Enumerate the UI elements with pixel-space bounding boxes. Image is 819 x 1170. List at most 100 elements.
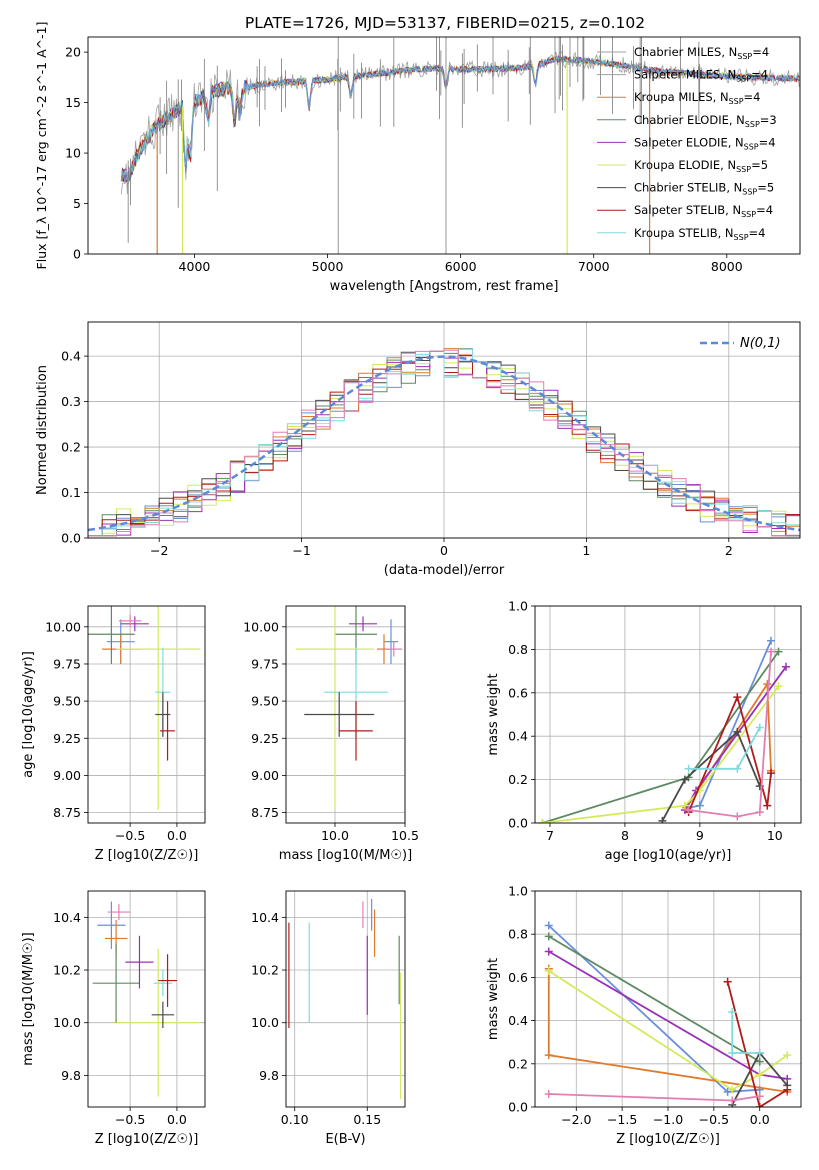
weight-marker [755,1070,764,1079]
y-tick-label: 0.6 [508,685,528,700]
weight-marker [755,723,764,732]
y-tick-label: 0.1 [61,485,81,500]
figure-title: PLATE=1726, MJD=53137, FIBERID=0215, z=0… [245,14,645,32]
y-tick-label: 0.0 [508,1100,528,1115]
weight-series-line [548,924,760,1093]
x-axis-label: mass [log10(M/M☉)] [279,848,412,863]
x-tick-label: −2.0 [561,1112,591,1127]
legend-subscript: SSP [741,210,756,219]
weight-marker [728,1007,737,1016]
y-tick-label: 9.25 [251,731,279,746]
y-axis-label: mass weight [486,958,501,1040]
legend-label: Kroupa ELODIE, NSSP=5 [634,158,768,174]
x-tick-label: 4000 [179,259,211,274]
y-tick-label: 20 [65,45,81,60]
legend-tail: =4 [756,203,773,217]
weight-marker [680,775,689,784]
x-tick-label: −1.5 [607,1112,637,1127]
x-tick-label: −1 [292,543,310,558]
weight-marker [755,1057,764,1066]
legend-subscript: SSP [736,75,751,84]
y-tick-label: 9.75 [251,656,279,671]
legend-tail: =4 [752,45,769,59]
legend-subscript: SSP [734,233,749,242]
weight-series-line [548,970,788,1091]
legend-label: Kroupa MILES, NSSP=4 [634,90,760,106]
axes-frame [285,890,406,1108]
x-axis-label: (data-model)/error [384,563,505,578]
x-tick-label: 10 [767,828,783,843]
weight-marker [684,805,693,814]
weight-marker [544,966,553,975]
legend-label: N(0,1) [740,336,781,351]
weight-marker [733,727,742,736]
age-vs-metallicity-panel: −0.5 0.0 8.75 9.00 9.25 9.50 9.75 10.00 Z [log10… [21,605,206,863]
x-tick-label: 0.0 [167,1112,187,1127]
x-tick-label: 8000 [711,259,743,274]
weight-marker [723,977,732,986]
axes-frame [534,890,802,1108]
normal-reference-curve [88,355,800,532]
y-axis-label: Flux [f_λ 10^-17 erg cm^-2 s^-1 A^-1] [34,22,49,270]
x-axis-label: Z [log10(Z/Z☉)] [616,1132,720,1147]
y-tick-label: 15 [65,95,81,110]
weight-marker [728,1096,737,1105]
legend-tail: =5 [757,181,774,195]
weight-marker [544,947,553,956]
plot-area [295,606,403,810]
y-tick-label: 0.0 [61,531,81,546]
spectrum-panel: 4000 5000 6000 7000 8000 0 5 10 15 20 wavelength [… [34,22,801,294]
weight-marker [774,647,783,656]
legend-label: Salpeter MILES, NSSP=4 [634,68,768,84]
x-tick-label: −0.5 [115,1112,145,1127]
plot-area [88,348,800,537]
y-tick-label: 1.0 [508,884,528,899]
axes-frame [87,605,206,824]
x-tick-label: 0 [440,543,448,558]
y-tick-label: 10.2 [251,963,279,978]
weight-marker [767,769,776,778]
y-tick-label: 9.75 [53,656,81,671]
y-tick-label: 9.50 [251,694,279,709]
y-tick-label: 9.8 [259,1068,279,1083]
weight-series-line [688,651,772,818]
plot-area [544,921,792,1107]
y-tick-label: 0.6 [508,970,528,985]
x-axis-label: Z [log10(Z/Z☉)] [95,848,199,863]
x-tick-label: −1.0 [653,1112,683,1127]
x-tick-label: 7000 [578,259,610,274]
weight-marker [755,1092,764,1101]
y-tick-label: 9.00 [251,768,279,783]
x-tick-label: 0.0 [750,1112,770,1127]
plot-area [538,636,791,823]
legend-label: Salpeter STELIB, NSSP=4 [634,203,773,219]
y-tick-label: 0.8 [508,642,528,657]
y-tick-label: 10.0 [53,1015,81,1030]
weight-marker [544,932,553,941]
x-tick-label: 10.0 [321,828,349,843]
legend-subscript: SSP [745,120,760,129]
y-tick-label: 0.4 [508,729,528,744]
y-tick-label: 9.25 [53,731,81,746]
x-tick-label: 8 [621,828,629,843]
x-axis-label: age [log10(age/yr)] [605,848,732,863]
y-tick-label: 9.8 [61,1068,81,1083]
spectrum-series-line [120,55,800,184]
age-vs-mass-panel: 10.0 10.5 8.75 9.00 9.25 9.50 9.75 10.00 mass [l… [243,605,419,863]
x-tick-label: 10.5 [391,828,419,843]
mass-vs-metallicity-panel: −0.5 0.0 9.8 10.0 10.2 10.4 Z [log10(Z/Z☉)] mas… [21,890,206,1147]
y-tick-label: 8.75 [53,805,81,820]
weight-marker [733,693,742,702]
legend-subscript: SSP [736,165,751,174]
y-tick-label: 5 [73,196,81,211]
y-tick-label: 0.8 [508,927,528,942]
x-tick-label: 0.10 [281,1112,309,1127]
weight-marker [755,1049,764,1057]
x-tick-label: 1 [582,543,590,558]
x-tick-label: 0.0 [167,828,187,843]
legend-label: Chabrier STELIB, NSSP=5 [634,181,774,197]
y-tick-label: 0.3 [61,394,81,409]
weight-marker [767,647,776,656]
y-tick-label: 1.0 [508,599,528,614]
